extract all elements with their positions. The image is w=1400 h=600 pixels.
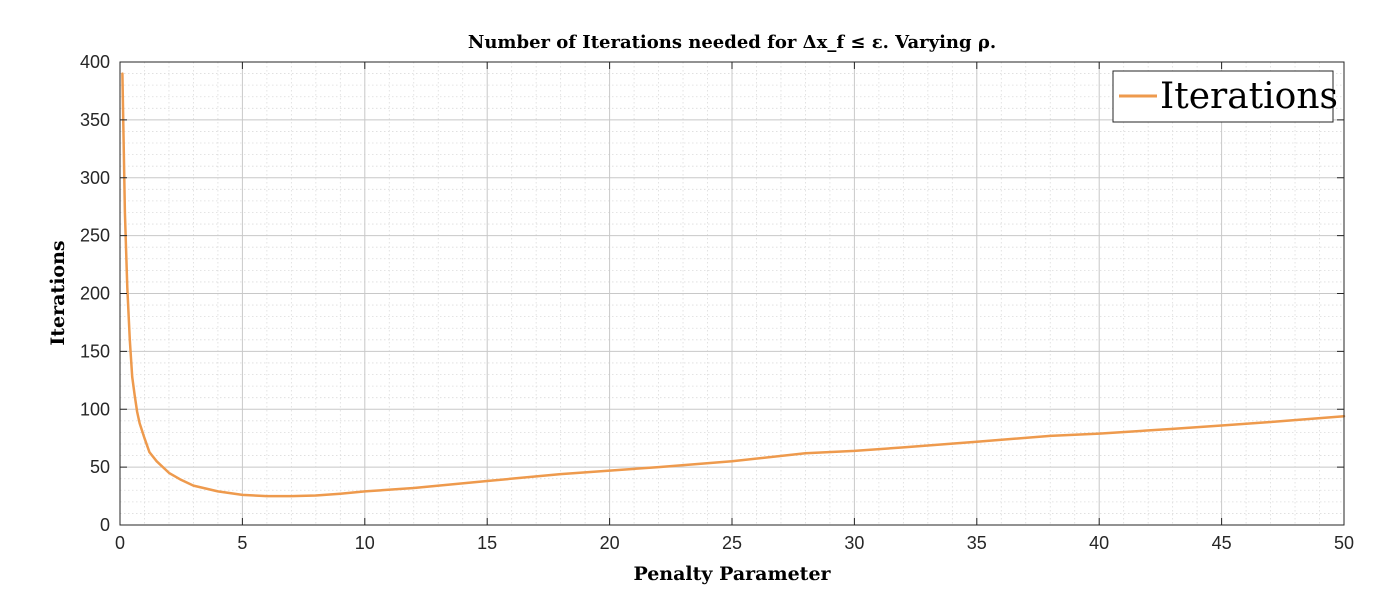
ticks	[119, 61, 1345, 526]
series-line-iterations	[121, 72, 1346, 498]
y-tick-label: 300	[80, 168, 110, 188]
x-tick-label: 5	[237, 533, 247, 553]
x-tick-label: 50	[1334, 533, 1354, 553]
x-tick-label: 45	[1212, 533, 1232, 553]
x-tick-label: 35	[967, 533, 987, 553]
x-axis-label: Penalty Parameter	[633, 563, 831, 585]
tick-labels: 0 5 10 15 20 25 30 35 40 45 50 0 50 100 150 200 250 300 35…	[80, 52, 1354, 553]
y-tick-label: 0	[100, 515, 110, 535]
x-tick-label: 0	[115, 533, 125, 553]
x-tick-label: 20	[600, 533, 620, 553]
x-tick-label: 30	[844, 533, 864, 553]
y-tick-label: 150	[80, 341, 110, 361]
x-tick-label: 10	[355, 533, 375, 553]
y-tick-label: 350	[80, 110, 110, 130]
series-layer	[121, 72, 1346, 498]
y-tick-label: 50	[90, 457, 110, 477]
x-tick-label: 15	[477, 533, 497, 553]
x-tick-label: 25	[722, 533, 742, 553]
y-axis-label: Iterations	[47, 240, 69, 345]
y-tick-label: 250	[80, 226, 110, 246]
chart-title: Number of Iterations needed for Δx_f ≤ ε…	[468, 32, 996, 53]
y-tick-label: 200	[80, 284, 110, 304]
x-tick-label: 40	[1089, 533, 1109, 553]
legend-label: Iterations	[1160, 76, 1338, 117]
y-tick-label: 400	[80, 52, 110, 72]
y-tick-label: 100	[80, 399, 110, 419]
legend: Iterations	[1112, 70, 1338, 123]
